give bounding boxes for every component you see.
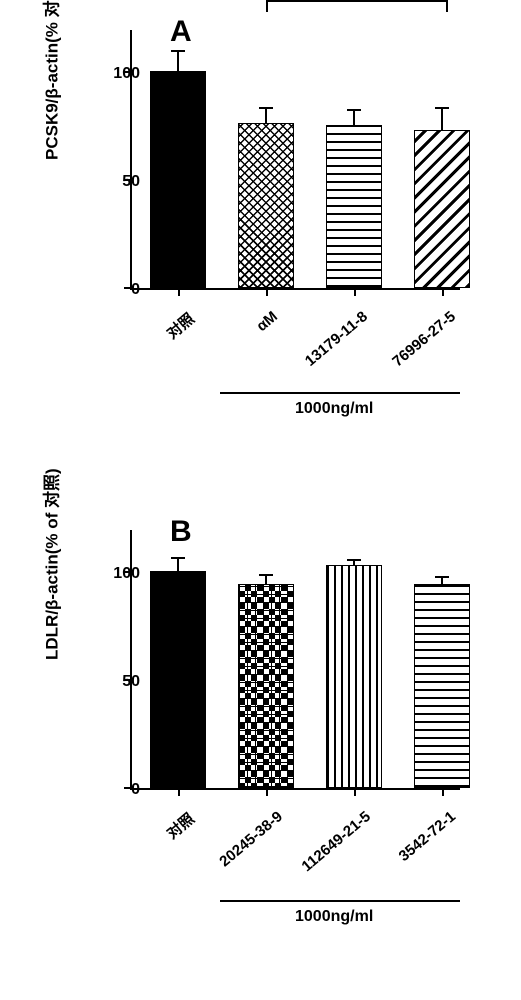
- ytick-label: 50: [122, 673, 140, 691]
- xtick: [354, 288, 356, 296]
- plot-area-a: *: [130, 30, 460, 290]
- bar-76996: [414, 130, 470, 288]
- ylabel-b: LDLR/β-actin(% of 对照): [38, 468, 63, 660]
- xtick-label: 20245-38-9: [202, 808, 286, 882]
- ytick-label: 0: [131, 781, 140, 799]
- xtick: [178, 788, 180, 796]
- sig-bracket-v1: [266, 0, 268, 12]
- treatment-label-b: 1000ng/ml: [295, 908, 373, 926]
- xtick-label: 对照: [147, 808, 199, 856]
- treatment-label-a: 1000ng/ml: [295, 400, 373, 418]
- ytick-label: 100: [113, 565, 140, 583]
- xtick: [442, 288, 444, 296]
- xtick-label: 对照: [147, 308, 199, 356]
- ylabel-a: PCSK9/β-actin(% 对照): [38, 0, 63, 160]
- panel-b: B LDLR/β-actin(% of 对照) 0 50 100: [40, 520, 480, 940]
- treatment-line-b: [220, 900, 460, 902]
- ytick-label: 50: [122, 173, 140, 191]
- bar-13179: [326, 125, 382, 288]
- xtick-label: αM: [239, 308, 281, 347]
- xtick: [442, 788, 444, 796]
- bar-control: [150, 71, 206, 288]
- bar-3542: [414, 584, 470, 788]
- sig-bracket-h: [266, 0, 448, 2]
- xtick: [266, 288, 268, 296]
- ytick-label: 0: [131, 281, 140, 299]
- bar-112649: [326, 565, 382, 788]
- xtick-label: 3542-72-1: [381, 808, 459, 878]
- sig-star: *: [452, 0, 461, 8]
- treatment-line-a: [220, 392, 460, 394]
- xtick-label: 76996-27-5: [375, 308, 459, 382]
- sig-bracket-v2: [446, 0, 448, 12]
- xtick-label: 13179-11-8: [287, 308, 371, 382]
- plot-area-b: [130, 530, 460, 790]
- xtick: [178, 288, 180, 296]
- panel-a: A PCSK9/β-actin(% 对照) *: [40, 20, 480, 440]
- bar-aM: [238, 123, 294, 288]
- xtick: [266, 788, 268, 796]
- xtick-label: 112649-21-5: [280, 808, 374, 890]
- xtick: [354, 788, 356, 796]
- bar-20245: [238, 584, 294, 788]
- bar-control-b: [150, 571, 206, 788]
- ytick-label: 100: [113, 65, 140, 83]
